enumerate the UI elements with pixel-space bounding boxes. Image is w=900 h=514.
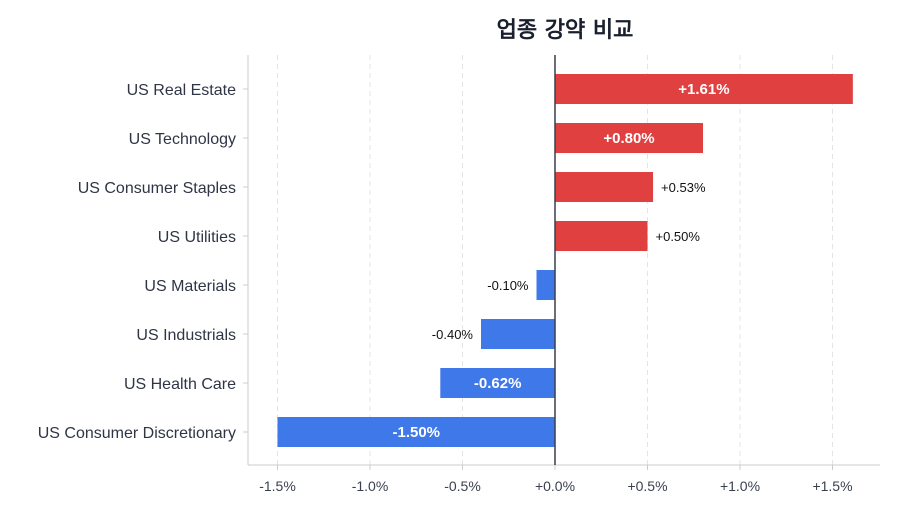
data-label: -0.62% — [474, 375, 522, 392]
bar — [277, 417, 555, 447]
data-label: +1.61% — [678, 81, 729, 98]
y-tick-label: US Health Care — [124, 376, 236, 393]
data-label: -0.40% — [432, 327, 474, 342]
data-label: +0.80% — [603, 130, 654, 147]
x-tick-label: +0.5% — [627, 478, 667, 494]
y-tick-label: US Materials — [144, 278, 236, 295]
bar — [536, 270, 555, 300]
x-tick-label: +0.0% — [535, 478, 575, 494]
y-tick-label: US Real Estate — [127, 82, 236, 99]
bar — [481, 319, 555, 349]
data-label: +0.50% — [656, 229, 701, 244]
y-tick-label: US Utilities — [158, 229, 236, 246]
y-tick-label: US Industrials — [136, 327, 236, 344]
x-tick-label: +1.0% — [720, 478, 760, 494]
bar — [555, 172, 654, 202]
y-tick-label: US Consumer Discretionary — [38, 425, 236, 442]
x-tick-label: +1.5% — [812, 478, 852, 494]
x-tick-label: -0.5% — [444, 478, 481, 494]
data-label: -1.50% — [392, 424, 440, 441]
bar — [555, 221, 648, 251]
bar — [440, 368, 555, 398]
x-tick-label: -1.0% — [352, 478, 389, 494]
y-tick-label: US Technology — [129, 131, 236, 148]
chart-title: 업종 강약 비교 — [496, 18, 634, 43]
y-tick-label: US Consumer Staples — [78, 180, 236, 197]
bar — [555, 123, 703, 153]
data-label: +0.53% — [661, 180, 706, 195]
x-tick-label: -1.5% — [259, 478, 296, 494]
data-label: -0.10% — [487, 278, 529, 293]
bar — [555, 74, 853, 104]
